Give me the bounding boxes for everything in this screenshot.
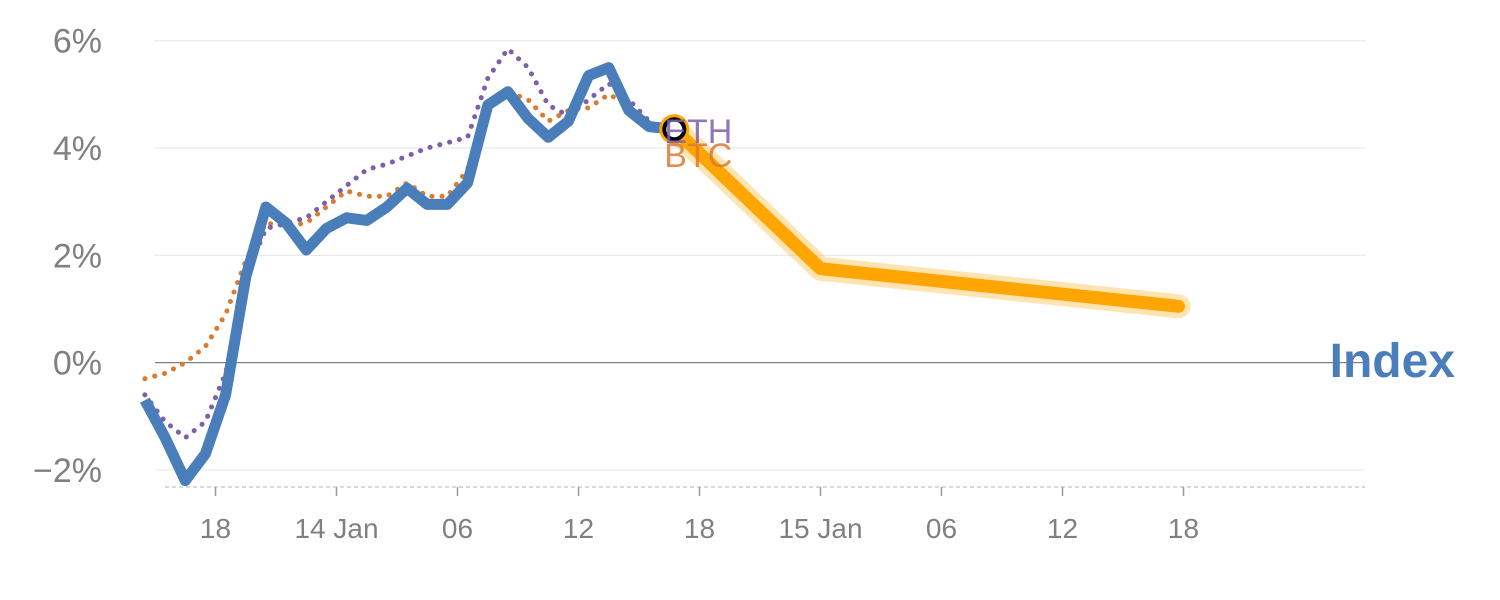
current-point-marker [662,117,687,142]
x-tick-label: 14 Jan [294,513,378,544]
y-tick-label: 4% [53,130,102,168]
x-tick-label: 18 [1168,513,1199,544]
x-tick-label: 06 [442,513,473,544]
x-tick-label: 18 [684,513,715,544]
axis-layer: 6% 4% 2% 0% −2% 18 14 Jan 06 12 18 15 Jan 06 12 18 [33,23,1365,544]
grid-layer [155,40,1365,471]
y-tick-label: 6% [53,23,102,61]
series-label-eth: ETH [664,113,732,151]
x-tick-label: 18 [200,513,231,544]
x-tick-label: 06 [926,513,957,544]
y-tick-label: 0% [53,345,102,383]
x-tick-label: 12 [1047,513,1078,544]
y-tick-label: 2% [53,237,102,275]
series-line-forecast [667,122,1185,313]
x-tick-label: 15 Jan [778,513,862,544]
y-tick-label: −2% [33,452,102,490]
x-tick-label: 12 [563,513,594,544]
series-label-index: Index [1330,335,1456,388]
series-layer [140,46,1191,487]
series-label-btc: BTC [664,137,732,175]
series-line-btc [142,89,652,382]
series-line-index [140,62,675,487]
